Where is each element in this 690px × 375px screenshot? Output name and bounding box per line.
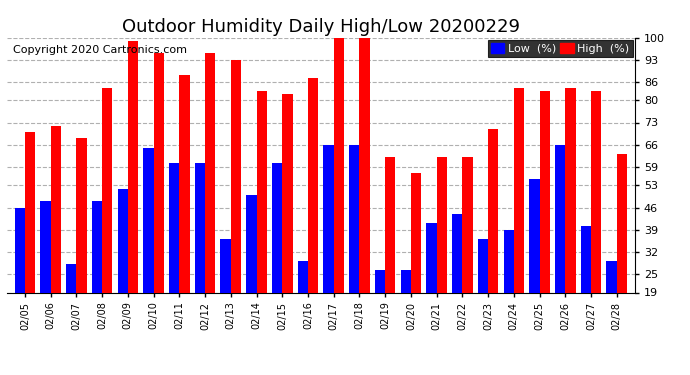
Bar bbox=[452, 214, 462, 292]
Bar bbox=[349, 144, 359, 292]
Bar bbox=[144, 148, 154, 292]
Bar bbox=[324, 144, 334, 292]
Bar bbox=[359, 38, 370, 292]
Bar bbox=[555, 144, 565, 292]
Bar bbox=[25, 132, 35, 292]
Bar bbox=[462, 157, 473, 292]
Bar bbox=[607, 261, 617, 292]
Bar bbox=[66, 264, 77, 292]
Bar bbox=[179, 75, 190, 292]
Bar bbox=[117, 189, 128, 292]
Bar bbox=[205, 53, 215, 292]
Text: Copyright 2020 Cartronics.com: Copyright 2020 Cartronics.com bbox=[13, 45, 187, 55]
Bar bbox=[92, 201, 102, 292]
Bar bbox=[529, 179, 540, 292]
Bar bbox=[504, 230, 514, 292]
Bar bbox=[401, 270, 411, 292]
Bar bbox=[14, 207, 25, 292]
Bar bbox=[375, 270, 385, 292]
Bar bbox=[154, 53, 164, 292]
Bar bbox=[437, 157, 447, 292]
Bar bbox=[385, 157, 395, 292]
Bar bbox=[308, 78, 318, 292]
Bar bbox=[617, 154, 627, 292]
Legend: Low  (%), High  (%): Low (%), High (%) bbox=[488, 40, 633, 57]
Bar bbox=[282, 94, 293, 292]
Bar bbox=[195, 164, 205, 292]
Bar bbox=[334, 38, 344, 292]
Bar bbox=[565, 88, 575, 292]
Bar bbox=[50, 126, 61, 292]
Bar bbox=[426, 223, 437, 292]
Bar bbox=[297, 261, 308, 292]
Bar bbox=[128, 40, 138, 292]
Bar bbox=[514, 88, 524, 292]
Bar bbox=[230, 60, 241, 292]
Bar bbox=[411, 173, 421, 292]
Bar bbox=[272, 164, 282, 292]
Bar bbox=[102, 88, 112, 292]
Bar bbox=[246, 195, 257, 292]
Bar bbox=[221, 239, 230, 292]
Bar bbox=[478, 239, 488, 292]
Bar bbox=[488, 129, 498, 292]
Bar bbox=[581, 226, 591, 292]
Bar bbox=[591, 91, 602, 292]
Bar bbox=[169, 164, 179, 292]
Bar bbox=[40, 201, 50, 292]
Bar bbox=[77, 138, 87, 292]
Bar bbox=[257, 91, 267, 292]
Bar bbox=[540, 91, 550, 292]
Title: Outdoor Humidity Daily High/Low 20200229: Outdoor Humidity Daily High/Low 20200229 bbox=[122, 18, 520, 36]
